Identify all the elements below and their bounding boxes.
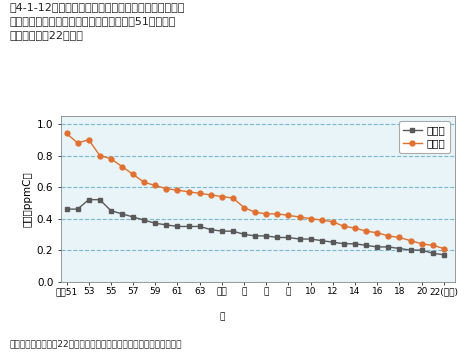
Text: 資料：環境省「平成22年度大気汚染状況について（報道発表資料）」: 資料：環境省「平成22年度大気汚染状況について（報道発表資料）」 bbox=[9, 339, 182, 348]
自排局 bbox=[208, 193, 213, 197]
一般局 bbox=[119, 212, 125, 216]
一般局 bbox=[374, 245, 380, 249]
自排局 bbox=[174, 188, 180, 192]
自排局 bbox=[119, 164, 125, 169]
自排局 bbox=[152, 183, 158, 188]
Line: 一般局: 一般局 bbox=[64, 197, 446, 257]
一般局 bbox=[352, 242, 358, 246]
一般局 bbox=[397, 246, 402, 251]
自排局 bbox=[330, 220, 336, 224]
自排局 bbox=[441, 246, 446, 251]
自排局 bbox=[97, 153, 103, 158]
一般局 bbox=[174, 224, 180, 228]
一般局 bbox=[330, 240, 336, 244]
自排局 bbox=[230, 196, 236, 200]
自排局 bbox=[297, 215, 303, 219]
自排局 bbox=[341, 224, 347, 228]
自排局 bbox=[286, 213, 291, 218]
一般局 bbox=[252, 234, 258, 238]
一般局 bbox=[286, 235, 291, 240]
自排局 bbox=[241, 206, 247, 210]
自排局 bbox=[86, 138, 91, 142]
Y-axis label: 濃度（ppmC）: 濃度（ppmC） bbox=[23, 171, 33, 227]
一般局 bbox=[75, 207, 80, 211]
自排局 bbox=[430, 243, 436, 247]
自排局 bbox=[186, 190, 191, 194]
一般局 bbox=[430, 251, 436, 255]
一般局 bbox=[186, 224, 191, 228]
一般局 bbox=[274, 235, 280, 240]
一般局 bbox=[130, 215, 136, 219]
一般局 bbox=[308, 237, 313, 241]
自排局 bbox=[308, 216, 313, 221]
自排局 bbox=[64, 131, 69, 136]
自排局 bbox=[130, 172, 136, 177]
一般局 bbox=[230, 229, 236, 233]
一般局 bbox=[363, 243, 369, 247]
自排局 bbox=[75, 141, 80, 145]
自排局 bbox=[408, 239, 413, 243]
自排局 bbox=[274, 212, 280, 216]
Line: 自排局: 自排局 bbox=[64, 131, 446, 251]
Legend: 一般局, 自排局: 一般局, 自排局 bbox=[399, 121, 450, 153]
自排局 bbox=[252, 210, 258, 214]
一般局 bbox=[164, 223, 169, 227]
自排局 bbox=[141, 180, 147, 184]
自排局 bbox=[197, 191, 203, 195]
自排局 bbox=[374, 231, 380, 235]
一般局 bbox=[152, 221, 158, 225]
一般局 bbox=[441, 253, 446, 257]
自排局 bbox=[108, 157, 113, 161]
一般局 bbox=[64, 207, 69, 211]
一般局 bbox=[86, 197, 91, 202]
一般局 bbox=[341, 242, 347, 246]
一般局 bbox=[97, 197, 103, 202]
一般局 bbox=[386, 245, 391, 249]
自排局 bbox=[419, 242, 424, 246]
一般局 bbox=[219, 229, 225, 233]
一般局 bbox=[264, 234, 269, 238]
自排局 bbox=[219, 194, 225, 199]
一般局 bbox=[297, 237, 303, 241]
一般局 bbox=[197, 224, 203, 228]
Text: 図4-1-12　非メタン炭化水素の午前６〜９時における
　　　　　年平均値の経年変化推移（昭和51年度〜平
　　　　　成22年度）: 図4-1-12 非メタン炭化水素の午前６〜９時における 年平均値の経年変化推移（… bbox=[9, 2, 185, 40]
一般局 bbox=[408, 248, 413, 252]
一般局 bbox=[319, 239, 325, 243]
一般局 bbox=[141, 218, 147, 222]
一般局 bbox=[241, 232, 247, 237]
自排局 bbox=[397, 235, 402, 240]
自排局 bbox=[363, 229, 369, 233]
自排局 bbox=[319, 218, 325, 222]
Text: ２: ２ bbox=[219, 312, 225, 321]
自排局 bbox=[386, 234, 391, 238]
一般局 bbox=[208, 227, 213, 232]
一般局 bbox=[419, 248, 424, 252]
一般局 bbox=[108, 209, 113, 213]
自排局 bbox=[264, 212, 269, 216]
自排局 bbox=[352, 226, 358, 230]
自排局 bbox=[164, 187, 169, 191]
